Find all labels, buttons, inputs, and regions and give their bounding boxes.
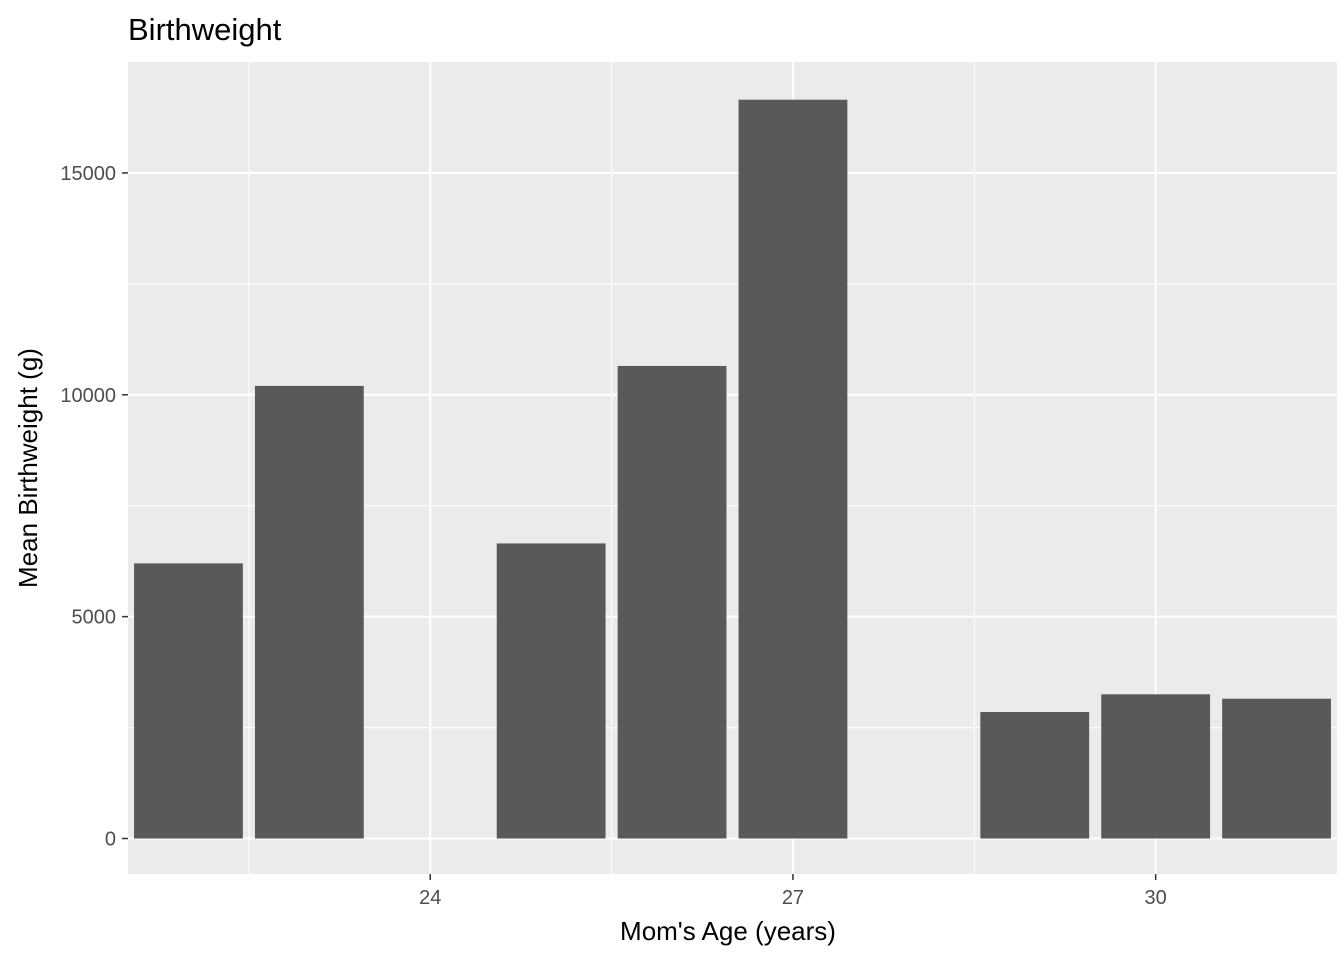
y-axis: 0 5000 10000 15000 <box>60 163 128 851</box>
bar <box>980 712 1090 839</box>
bar <box>738 99 848 839</box>
bar <box>617 365 727 839</box>
y-tick-label: 0 <box>105 829 116 851</box>
bar <box>254 385 364 839</box>
y-tick-label: 10000 <box>60 385 116 407</box>
y-tick-label: 5000 <box>72 607 117 629</box>
bar <box>134 563 243 839</box>
x-tick-label: 27 <box>782 887 804 909</box>
y-tick-label: 15000 <box>60 163 116 185</box>
x-axis-title: Mom's Age (years) <box>620 916 836 946</box>
bar <box>1222 698 1331 839</box>
x-tick-label: 24 <box>419 887 441 909</box>
y-axis-title: Mean Birthweight (g) <box>13 348 43 588</box>
chart-title: Birthweight <box>128 12 282 47</box>
bars <box>134 99 1331 839</box>
x-tick-label: 30 <box>1145 887 1167 909</box>
x-axis: 24 27 30 <box>419 874 1167 909</box>
bar <box>496 543 606 839</box>
bar <box>1101 694 1211 839</box>
